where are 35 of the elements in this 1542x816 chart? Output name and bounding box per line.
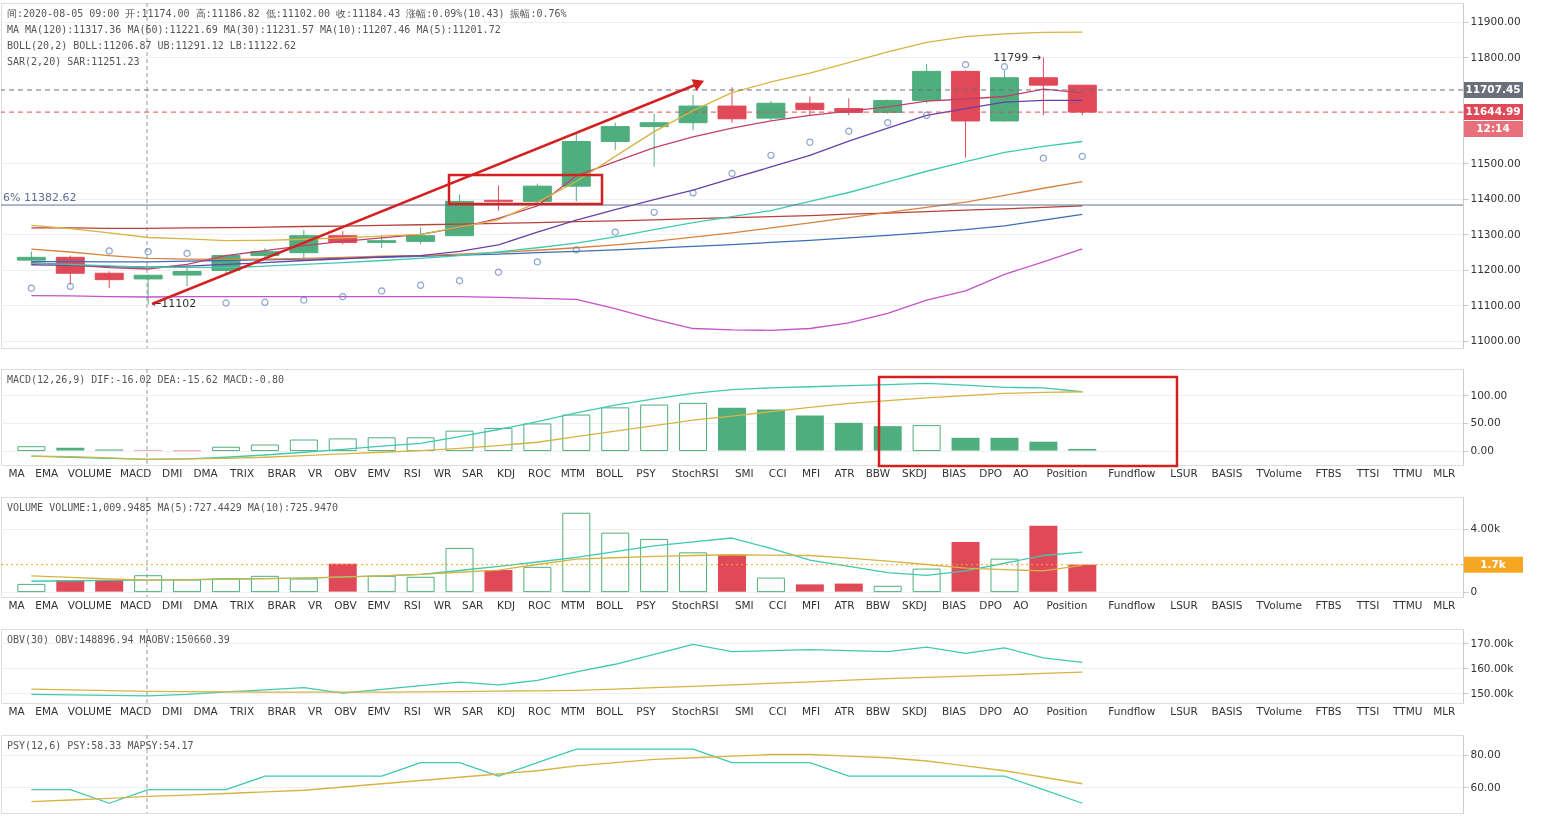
y-tick-label: 150.00k: [1470, 686, 1515, 699]
y-tick-label: 11000.00: [1470, 334, 1521, 347]
y-tick-label: 11200.00: [1470, 263, 1521, 276]
y-tick-label: 60.00: [1470, 780, 1501, 793]
ref-line-label: 11707.45: [1465, 82, 1521, 95]
annotation: SAR(2,20) SAR:11251.23: [7, 56, 140, 67]
y-tick-label: 160.00k: [1470, 661, 1515, 674]
annotation: 11799 →: [993, 51, 1041, 64]
annotation: VOLUME VOLUME:1,009.9485 MA(5):727.4429 MA(10):725.9470: [7, 502, 339, 513]
annotation: BOLL(20,2) BOLL:11206.87 UB:11291.12 LB:11122.62: [7, 40, 296, 51]
y-tick-label: 0.00: [1470, 444, 1494, 457]
annotation: PSY(12,6) PSY:58.33 MAPSY:54.17: [7, 740, 194, 751]
annotation: OBV(30) OBV:148896.94 MAOBV:150660.39: [7, 634, 230, 645]
y-tick-label: 50.00: [1470, 416, 1501, 429]
annotation: 间:2020-08-05 09:00 开:11174.00 高:11186.82 低:11102.00 收:11184.43 涨幅:0.09%(10.43) 振幅:0.76%: [7, 8, 567, 19]
text: MA EMA VOLUME MACD DMI DMA TRIX BRAR VR OBV EMV RSI WR SAR KDJ ROC MTM BOLL PSY StochRSI SMI CCI MFI ATR BBW SKDJ BIAS DPO AO Position Fundflow LSUR BASIS TVolume FTBS TTSI TTMU MLR: [8, 599, 1456, 611]
y-tick-label: 0: [1470, 585, 1478, 598]
y-tick-label: 11300.00: [1470, 227, 1521, 240]
y-tick-label: 11100.00: [1470, 298, 1521, 311]
y-tick-label: 11500.00: [1470, 156, 1521, 169]
ref-line-label: 6% 11382.62: [3, 191, 77, 205]
text: MA EMA VOLUME MACD DMI DMA TRIX BRAR VR OBV EMV RSI WR SAR KDJ ROC MTM BOLL PSY StochRSI SMI CCI MFI ATR BBW SKDJ BIAS DPO AO Position Fundflow LSUR BASIS TVolume FTBS TTSI TTMU MLR: [8, 467, 1456, 479]
y-tick-label: 4.00k: [1470, 522, 1501, 535]
y-tick-label: 11900.00: [1470, 15, 1521, 28]
annotation: MACD(12,26,9) DIF:-16.02 DEA:-15.62 MACD:-0.80: [7, 374, 284, 385]
annotation: MA MA(120):11317.36 MA(60):11221.69 MA(30):11231.57 MA(10):11207.46 MA(5):11201.72: [7, 24, 501, 35]
ref-line-label: 11644.99: [1465, 105, 1521, 118]
text: 12:14: [1476, 122, 1510, 134]
y-tick-label: 11800.00: [1470, 50, 1521, 63]
y-tick-label: 170.00k: [1470, 636, 1515, 649]
y-tick-label: 100.00: [1470, 388, 1508, 401]
ref-line-label: 1.7k: [1480, 557, 1507, 570]
text: MA EMA VOLUME MACD DMI DMA TRIX BRAR VR OBV EMV RSI WR SAR KDJ ROC MTM BOLL PSY StochRSI SMI CCI MFI ATR BBW SKDJ BIAS DPO AO Position Fundflow LSUR BASIS TVolume FTBS TTSI TTMU MLR: [8, 705, 1456, 717]
y-tick-label: 11400.00: [1470, 192, 1521, 205]
y-tick-label: 80.00: [1470, 748, 1501, 760]
